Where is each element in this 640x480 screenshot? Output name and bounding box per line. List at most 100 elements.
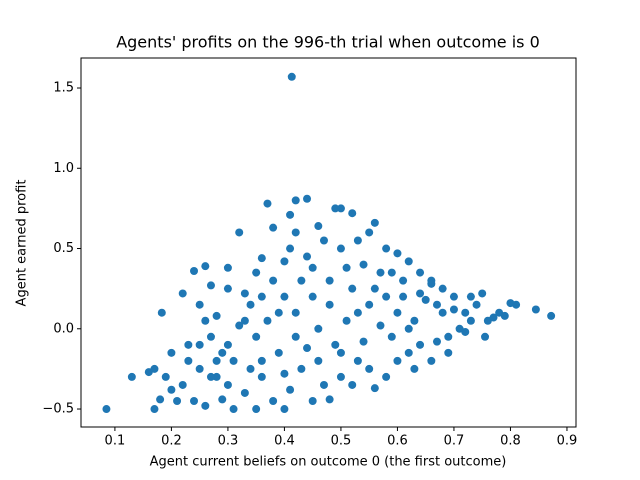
point xyxy=(359,260,368,269)
point xyxy=(393,249,402,258)
point xyxy=(336,348,345,357)
point xyxy=(240,316,249,325)
x-tick-label: 0.2 xyxy=(161,434,182,449)
point xyxy=(478,289,487,298)
plot-frame xyxy=(80,57,577,428)
point xyxy=(308,263,317,272)
point xyxy=(353,308,362,317)
point xyxy=(319,236,328,245)
point xyxy=(359,337,368,346)
point xyxy=(308,292,317,301)
point xyxy=(235,228,244,237)
point xyxy=(399,276,408,285)
point xyxy=(325,300,334,309)
point xyxy=(387,268,396,277)
point xyxy=(466,292,475,301)
point xyxy=(410,316,419,325)
point xyxy=(257,356,266,365)
point xyxy=(472,300,481,309)
point xyxy=(325,395,334,404)
point xyxy=(157,308,166,317)
point xyxy=(393,308,402,317)
point xyxy=(167,348,176,357)
point xyxy=(150,405,159,414)
point xyxy=(432,337,441,346)
point xyxy=(438,308,447,317)
point xyxy=(303,194,312,203)
point xyxy=(257,292,266,301)
point xyxy=(489,313,498,322)
y-tick-label: 0.0 xyxy=(53,321,74,336)
point xyxy=(382,292,391,301)
point xyxy=(195,364,204,373)
point xyxy=(376,268,385,277)
point xyxy=(263,316,272,325)
y-tick-label: 1.0 xyxy=(53,161,74,176)
point xyxy=(370,218,379,227)
point xyxy=(223,380,232,389)
point xyxy=(280,369,289,378)
point xyxy=(342,316,351,325)
x-tick-label: 0.9 xyxy=(557,434,578,449)
point xyxy=(481,332,490,341)
point xyxy=(547,311,556,320)
point xyxy=(287,72,296,81)
point xyxy=(286,385,295,394)
point xyxy=(212,311,221,320)
point xyxy=(348,209,357,218)
point xyxy=(331,340,340,349)
point xyxy=(178,289,187,298)
point xyxy=(263,199,272,208)
x-tick-label: 0.1 xyxy=(105,434,126,449)
point xyxy=(353,356,362,365)
point xyxy=(336,372,345,381)
point xyxy=(308,396,317,405)
point xyxy=(393,356,402,365)
point xyxy=(144,368,153,377)
point xyxy=(331,204,340,213)
point xyxy=(432,300,441,309)
point xyxy=(297,364,306,373)
x-tick-label: 0.5 xyxy=(331,434,352,449)
point xyxy=(257,254,266,263)
y-axis-label: Agent earned profit xyxy=(15,180,30,307)
point xyxy=(444,332,453,341)
point xyxy=(404,324,413,333)
point xyxy=(252,332,261,341)
point xyxy=(427,279,436,288)
point xyxy=(102,405,111,414)
x-tick-label: 0.8 xyxy=(500,434,521,449)
point xyxy=(370,284,379,293)
y-tick-label: −0.5 xyxy=(42,402,74,417)
point xyxy=(291,196,300,205)
point xyxy=(240,289,249,298)
y-tick-label: 0.5 xyxy=(53,241,74,256)
x-axis-label: Agent current beliefs on outcome 0 (the … xyxy=(150,455,507,470)
point xyxy=(314,324,323,333)
point xyxy=(416,268,425,277)
point xyxy=(531,305,540,314)
point xyxy=(167,385,176,394)
point xyxy=(365,228,374,237)
point xyxy=(252,268,261,277)
point xyxy=(212,372,221,381)
point xyxy=(427,356,436,365)
point xyxy=(201,262,210,271)
point xyxy=(223,263,232,272)
point xyxy=(399,292,408,301)
point xyxy=(269,396,278,405)
point xyxy=(319,380,328,389)
point xyxy=(404,348,413,357)
point xyxy=(314,356,323,365)
point xyxy=(280,257,289,266)
point xyxy=(438,284,447,293)
point xyxy=(353,236,362,245)
point xyxy=(410,364,419,373)
point xyxy=(246,364,255,373)
point xyxy=(218,348,227,357)
point xyxy=(336,244,345,253)
point xyxy=(127,372,136,381)
point xyxy=(421,295,430,304)
point xyxy=(190,396,199,405)
point xyxy=(382,244,391,253)
